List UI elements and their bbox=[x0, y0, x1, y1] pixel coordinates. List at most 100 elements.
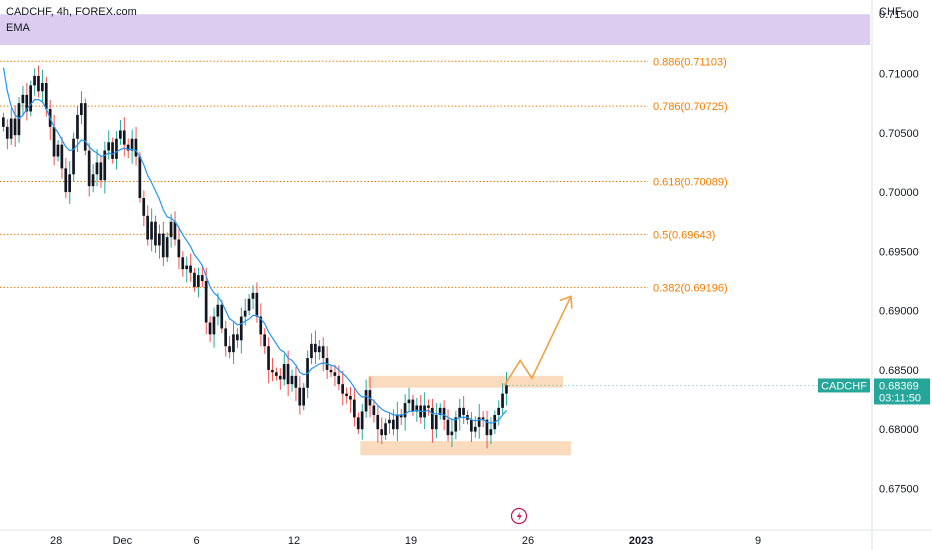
candle bbox=[5, 119, 9, 150]
price-tick-label: 0.70000 bbox=[879, 187, 919, 199]
projection-arrow bbox=[503, 296, 572, 386]
candle bbox=[321, 337, 325, 372]
candle-body bbox=[489, 429, 493, 436]
time-tick-label: 9 bbox=[755, 535, 761, 547]
candle-body bbox=[286, 364, 290, 385]
candle-body bbox=[111, 142, 114, 159]
candle bbox=[232, 321, 235, 365]
candle bbox=[52, 115, 56, 166]
candle bbox=[220, 299, 224, 334]
candle-body bbox=[477, 417, 481, 427]
candle bbox=[25, 82, 29, 121]
candle bbox=[138, 151, 142, 203]
candle-body bbox=[356, 417, 360, 430]
candle bbox=[91, 163, 95, 193]
candle-body bbox=[193, 272, 196, 287]
candle-body bbox=[446, 419, 450, 436]
candle-body bbox=[169, 221, 173, 238]
candle-body bbox=[134, 138, 138, 157]
candle-body bbox=[150, 221, 153, 240]
candle bbox=[134, 126, 138, 166]
candle bbox=[64, 157, 68, 199]
candle bbox=[419, 395, 422, 424]
symbol-tag-bg bbox=[818, 378, 870, 393]
candle-body bbox=[278, 375, 282, 380]
candle-body bbox=[189, 265, 192, 273]
fib-label-4: 0.382(0.69196) bbox=[653, 282, 728, 294]
candle bbox=[427, 399, 430, 416]
zone-resistance bbox=[368, 375, 564, 388]
candle-body bbox=[263, 334, 266, 347]
lightning-event-icon[interactable] bbox=[510, 507, 528, 525]
candle-body bbox=[161, 233, 165, 258]
candle bbox=[169, 214, 173, 248]
candle bbox=[501, 383, 504, 415]
price-tick-label: 0.68500 bbox=[879, 365, 919, 377]
candle bbox=[485, 410, 489, 449]
candle-body bbox=[130, 138, 134, 151]
candle bbox=[364, 379, 368, 418]
candle-body bbox=[232, 334, 235, 353]
candle bbox=[454, 411, 458, 440]
candle bbox=[314, 330, 317, 365]
candle-body bbox=[197, 275, 200, 287]
candle-body bbox=[247, 298, 251, 311]
candle bbox=[360, 403, 364, 440]
candle bbox=[115, 131, 118, 170]
candle bbox=[216, 292, 220, 326]
candle bbox=[119, 119, 122, 145]
candle bbox=[239, 307, 243, 354]
candle bbox=[278, 368, 282, 390]
candle-body bbox=[407, 399, 411, 404]
candle bbox=[489, 417, 493, 445]
candle bbox=[173, 211, 177, 246]
candle-body bbox=[212, 316, 216, 335]
candle-body bbox=[380, 429, 383, 436]
candle bbox=[403, 394, 407, 431]
event-icon-bolt bbox=[516, 511, 522, 521]
candle-body bbox=[384, 423, 387, 436]
candle-body bbox=[224, 328, 227, 347]
candle bbox=[282, 353, 286, 386]
candle bbox=[438, 403, 442, 420]
candle-body bbox=[72, 138, 75, 175]
candle-body bbox=[173, 221, 177, 240]
candle-body bbox=[454, 417, 458, 432]
candle bbox=[95, 149, 99, 187]
candle-body bbox=[29, 85, 32, 112]
ema-indicator-label[interactable]: EMA bbox=[6, 22, 30, 34]
price-tick-label: 0.68000 bbox=[879, 424, 919, 436]
candle-body bbox=[56, 144, 60, 157]
candle-body bbox=[216, 304, 220, 317]
candle-body bbox=[473, 426, 477, 432]
price-tick-label: 0.69500 bbox=[879, 246, 919, 258]
candle-body bbox=[438, 407, 442, 415]
candle-body bbox=[372, 405, 376, 415]
time-tick-label: 6 bbox=[193, 535, 199, 547]
candle bbox=[384, 418, 387, 440]
candle bbox=[212, 307, 216, 348]
candle-body bbox=[434, 414, 438, 430]
candle bbox=[333, 364, 337, 387]
candle-body bbox=[13, 118, 17, 136]
candle-body bbox=[208, 322, 212, 335]
candle-body bbox=[290, 375, 294, 385]
candle-body bbox=[442, 407, 446, 420]
candle-body bbox=[126, 144, 130, 151]
candle-body bbox=[251, 292, 255, 299]
candle bbox=[204, 267, 208, 335]
candle bbox=[197, 267, 200, 298]
candle bbox=[329, 365, 333, 378]
time-tick-label: 26 bbox=[522, 535, 534, 547]
candle-body bbox=[395, 414, 399, 430]
candle-body bbox=[317, 346, 321, 353]
candle bbox=[146, 205, 149, 246]
candle-body bbox=[427, 405, 430, 408]
time-tick-label: 28 bbox=[50, 535, 62, 547]
candle-body bbox=[505, 385, 508, 394]
candle bbox=[130, 129, 134, 164]
candle-body bbox=[9, 118, 13, 139]
candle-body bbox=[345, 393, 348, 397]
candle bbox=[60, 137, 64, 179]
